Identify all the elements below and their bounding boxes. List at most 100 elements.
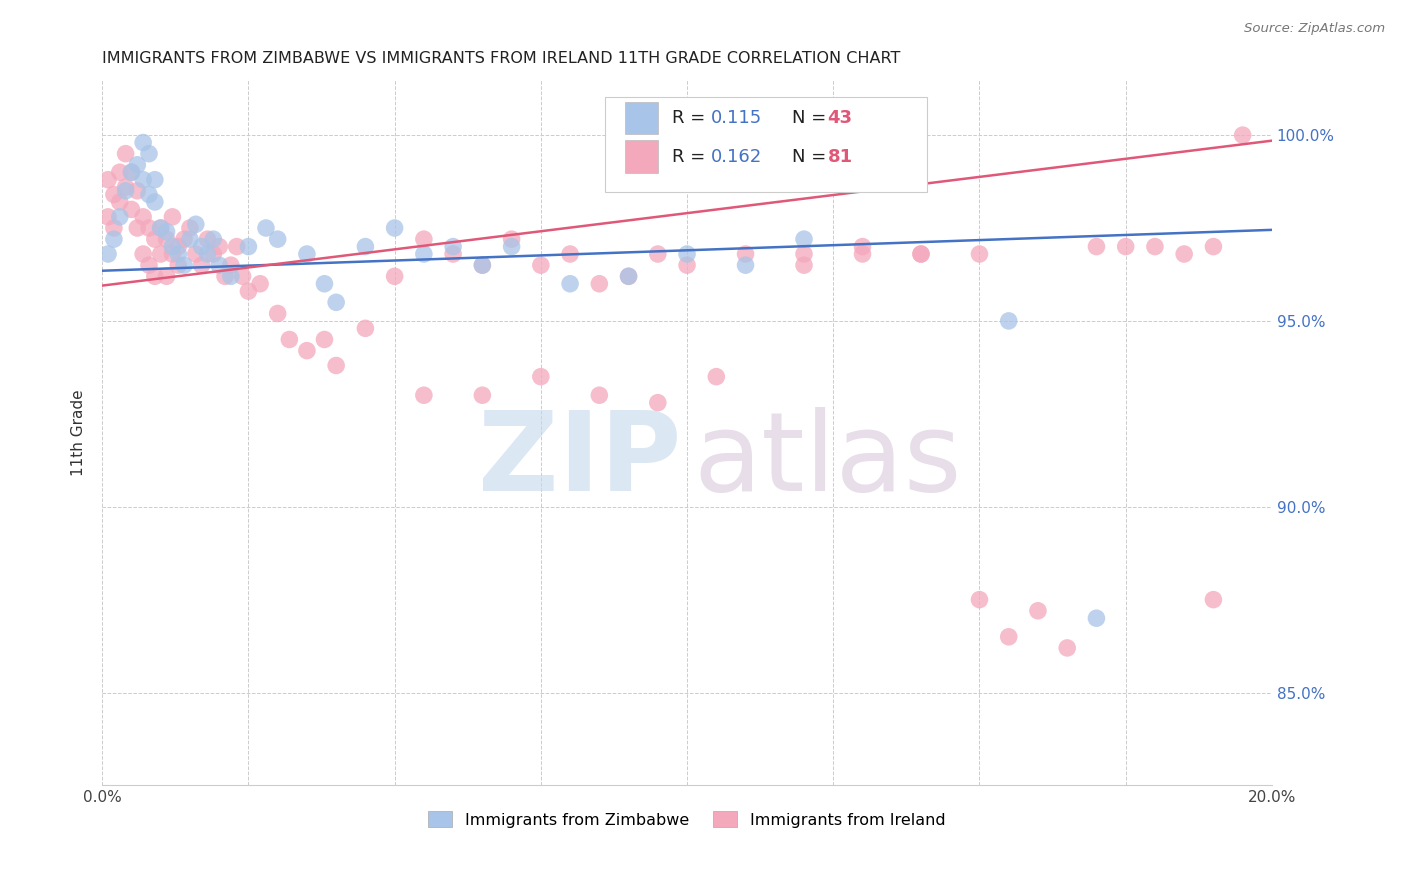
Point (254, 221, 277, 235)
Y-axis label: 11th Grade: 11th Grade (72, 389, 86, 475)
Point (132, 210, 155, 224)
Point (278, 333, 301, 347)
Point (558, 247, 581, 261)
Point (143, 172, 166, 186)
Point (120, 165, 142, 179)
Point (266, 306, 288, 320)
Point (208, 239, 231, 253)
Point (617, 269, 640, 284)
Point (143, 269, 166, 284)
Point (167, 258, 190, 272)
Point (793, 232, 815, 246)
Point (997, 314, 1019, 328)
Point (155, 225, 177, 239)
Point (138, 221, 160, 235)
Point (219, 269, 242, 284)
Point (325, 295, 347, 310)
Point (647, 247, 669, 261)
Point (167, 239, 190, 253)
Point (149, 221, 172, 235)
Text: N =: N = (793, 109, 832, 127)
Bar (626, 140, 658, 173)
Text: R =: R = (672, 109, 711, 127)
Point (295, 247, 318, 261)
Point (647, 395, 669, 409)
Point (190, 258, 212, 272)
Point (184, 247, 207, 261)
Point (1232, 128, 1254, 142)
Point (108, 210, 131, 224)
Point (162, 239, 184, 253)
Point (1085, 239, 1108, 253)
Point (1085, 611, 1108, 625)
Point (238, 239, 260, 253)
Point (138, 258, 160, 272)
Point (384, 221, 406, 235)
Point (588, 388, 610, 402)
Text: IMMIGRANTS FROM ZIMBABWE VS IMMIGRANTS FROM IRELAND 11TH GRADE CORRELATION CHART: IMMIGRANTS FROM ZIMBABWE VS IMMIGRANTS F… (103, 51, 901, 66)
Point (132, 247, 155, 261)
Point (910, 247, 932, 261)
Point (143, 232, 166, 246)
Point (155, 232, 177, 246)
Point (1143, 239, 1166, 253)
Point (441, 247, 464, 261)
Point (138, 187, 160, 202)
Point (208, 258, 231, 272)
Text: Source: ZipAtlas.com: Source: ZipAtlas.com (1244, 22, 1385, 36)
Point (108, 165, 131, 179)
Point (173, 258, 195, 272)
Point (108, 194, 131, 209)
Point (530, 258, 553, 272)
Point (530, 369, 553, 384)
Point (114, 180, 136, 194)
Point (1202, 239, 1225, 253)
Point (325, 359, 347, 373)
Point (412, 247, 434, 261)
Point (266, 232, 288, 246)
Point (314, 277, 336, 291)
Point (143, 194, 166, 209)
Point (149, 221, 172, 235)
Point (676, 258, 699, 272)
Point (997, 630, 1019, 644)
Point (588, 277, 610, 291)
Point (155, 269, 177, 284)
Point (471, 258, 494, 272)
Point (354, 321, 377, 335)
Point (179, 232, 201, 246)
Point (214, 269, 236, 284)
Point (851, 247, 873, 261)
Text: 0.162: 0.162 (710, 148, 762, 166)
Point (127, 221, 149, 235)
Point (384, 269, 406, 284)
Point (103, 232, 125, 246)
Point (676, 247, 699, 261)
Point (132, 136, 155, 150)
Point (97, 247, 120, 261)
Point (162, 247, 184, 261)
Point (120, 165, 142, 179)
Point (238, 284, 260, 298)
Point (232, 269, 254, 284)
Point (249, 277, 271, 291)
Point (219, 258, 242, 272)
Point (184, 217, 207, 231)
Point (793, 247, 815, 261)
Point (97, 210, 120, 224)
Text: 81: 81 (827, 148, 852, 166)
Point (969, 247, 991, 261)
Point (114, 184, 136, 198)
Point (501, 232, 523, 246)
Point (1202, 592, 1225, 607)
Point (1026, 604, 1049, 618)
Point (314, 333, 336, 347)
Point (127, 158, 149, 172)
Point (910, 247, 932, 261)
Point (173, 232, 195, 246)
Text: 0.115: 0.115 (710, 109, 762, 127)
Point (354, 239, 377, 253)
Point (851, 239, 873, 253)
Point (197, 247, 219, 261)
Point (138, 146, 160, 161)
